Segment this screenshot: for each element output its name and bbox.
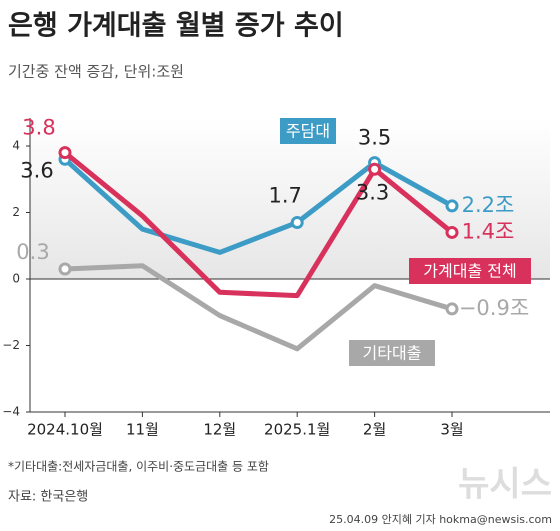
legend-tag <box>409 258 531 284</box>
point-marker <box>445 199 459 213</box>
x-tick-label: 2024.10월 <box>27 421 103 439</box>
value-label: 3.3 <box>356 180 389 204</box>
legend-label: 기타대출 <box>363 344 422 363</box>
plot-background <box>30 118 550 279</box>
legend-label: 주담대 <box>286 122 330 141</box>
point-marker <box>445 225 459 239</box>
source: 자료: 한국은행 <box>8 489 88 505</box>
point-marker <box>58 146 72 160</box>
value-label: −0.9조 <box>459 296 529 320</box>
point-marker <box>445 302 459 316</box>
x-tick-label: 11월 <box>126 421 159 439</box>
footnote: *기타대출:전세자금대출, 이주비·중도금대출 등 포함 <box>8 460 269 474</box>
y-tick-label: −2 <box>2 338 20 352</box>
credit: 25.04.09 안지혜 기자 hokma@newsis.com <box>329 513 552 526</box>
legend-tag <box>280 118 336 144</box>
logo: 뉴시스 <box>458 465 552 505</box>
legend-tag <box>349 340 435 366</box>
value-label: 3.5 <box>358 126 391 150</box>
value-label: 3.8 <box>22 116 55 140</box>
x-tick-label: 2025.1월 <box>264 421 330 439</box>
y-tick-label: −4 <box>2 405 20 419</box>
point-marker <box>368 162 382 176</box>
value-label: 3.6 <box>20 158 53 182</box>
y-tick-label: 0 <box>12 272 20 286</box>
x-tick-label: 12월 <box>203 421 236 439</box>
x-tick-label: 3월 <box>440 421 463 439</box>
value-label: 2.2조 <box>462 193 515 217</box>
point-marker <box>58 262 72 276</box>
chart-title: 은행 가계대출 월별 증가 추이 <box>8 11 344 42</box>
point-marker <box>290 215 304 229</box>
series-line <box>63 150 454 299</box>
value-label: 1.7 <box>268 183 301 207</box>
x-tick-label: 2월 <box>363 421 386 439</box>
chart-subtitle: 기간중 잔액 증감, 단위:조원 <box>8 63 184 81</box>
value-label: 1.4조 <box>462 219 515 243</box>
y-tick-label: 4 <box>12 139 20 153</box>
y-tick-label: 2 <box>12 205 20 219</box>
legend-label: 가계대출 전체 <box>423 262 516 281</box>
series-line <box>63 157 454 255</box>
value-label: 0.3 <box>16 240 49 264</box>
series-line <box>64 263 453 352</box>
